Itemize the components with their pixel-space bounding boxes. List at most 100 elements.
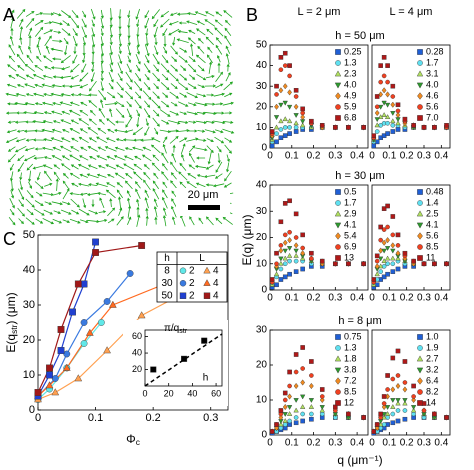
marker xyxy=(278,414,284,421)
marker xyxy=(374,122,380,128)
marker xyxy=(269,129,275,134)
marker xyxy=(293,252,299,258)
legend-label: 0.5 xyxy=(344,186,357,196)
marker xyxy=(286,246,293,251)
axis-label-part: c xyxy=(136,437,140,447)
legend-marker xyxy=(417,334,423,340)
y-tick-label: 40 xyxy=(256,60,268,71)
marker xyxy=(374,104,380,110)
marker xyxy=(378,104,384,110)
marker xyxy=(274,103,279,110)
fit-line xyxy=(144,333,223,387)
marker xyxy=(378,79,383,85)
marker xyxy=(293,88,299,93)
marker xyxy=(286,118,293,124)
marker xyxy=(378,237,383,243)
marker xyxy=(395,373,401,378)
marker xyxy=(69,308,76,316)
marker xyxy=(385,373,390,378)
y-tick-label: 30 xyxy=(256,81,268,92)
marker xyxy=(293,125,299,130)
marker xyxy=(384,411,391,416)
y-tick-label: 20 xyxy=(256,101,268,112)
legend-marker xyxy=(416,222,424,229)
scale-bar xyxy=(188,205,220,210)
legend-table-cell: 2 xyxy=(189,278,195,289)
marker xyxy=(374,263,380,270)
marker xyxy=(346,261,351,267)
marker xyxy=(378,269,383,274)
marker xyxy=(300,250,306,257)
marker xyxy=(444,261,449,267)
x-tick-label: 0.1 xyxy=(382,293,396,304)
marker xyxy=(390,398,396,403)
legend-marker xyxy=(417,115,423,121)
legend-label: 5.6 xyxy=(426,101,439,111)
marker xyxy=(402,250,408,256)
panel-label: A xyxy=(3,5,15,25)
inset-bg xyxy=(123,320,228,406)
legend-table-cell: 4 xyxy=(213,278,219,289)
marker xyxy=(293,103,299,110)
panel-label: B xyxy=(246,5,258,25)
marker xyxy=(293,398,299,403)
row-header: h = 30 μm xyxy=(335,170,384,182)
marker xyxy=(293,382,299,390)
marker xyxy=(381,401,387,406)
y-tick-label: 30 xyxy=(256,325,268,336)
legend-marker xyxy=(335,49,341,55)
marker xyxy=(278,87,284,94)
marker xyxy=(282,390,288,396)
marker xyxy=(378,224,383,230)
marker xyxy=(300,110,305,116)
marker xyxy=(287,237,292,244)
axis-label-part: π/q xyxy=(164,323,179,334)
marker xyxy=(384,246,391,251)
marker xyxy=(287,258,292,264)
y-tick-label: 10 xyxy=(23,369,35,381)
marker xyxy=(378,247,384,254)
legend-label: 2.3 xyxy=(344,68,357,78)
marker xyxy=(293,94,299,99)
legend-label: 6.9 xyxy=(344,241,357,251)
marker xyxy=(381,394,387,399)
marker xyxy=(432,125,437,130)
y-tick-label: 20 xyxy=(256,232,268,243)
marker xyxy=(346,125,351,130)
row-header: h = 50 μm xyxy=(335,30,384,42)
marker xyxy=(402,380,408,385)
marker xyxy=(278,118,284,124)
legend-label: 0.28 xyxy=(426,46,444,56)
marker xyxy=(385,237,390,244)
x-tick-label: 0.4 xyxy=(350,151,364,162)
scale-bar-label: 20 μm xyxy=(188,189,219,201)
marker xyxy=(274,282,279,288)
x-tick-label: 0.4 xyxy=(434,151,448,162)
flow-arrows xyxy=(5,8,235,227)
marker xyxy=(374,258,380,264)
marker xyxy=(282,125,288,130)
marker xyxy=(137,311,146,319)
marker xyxy=(390,94,396,99)
marker xyxy=(444,415,449,420)
marker xyxy=(126,270,134,277)
marker xyxy=(384,405,391,410)
legend-label: 4.6 xyxy=(426,90,439,100)
plot-frame xyxy=(371,184,451,291)
x-tick-label: 0.2 xyxy=(400,151,414,162)
x-tick-label: 0.3 xyxy=(328,438,342,449)
marker xyxy=(62,363,71,371)
legend-marker xyxy=(416,367,424,374)
x-tick-label: 0 xyxy=(369,438,375,449)
legend-table-header: h xyxy=(164,253,170,264)
legend-label: 1.7 xyxy=(426,57,439,67)
y-tick-label: 10 xyxy=(256,122,268,133)
marker xyxy=(309,118,314,124)
axis-label: E(qstr) (μm) xyxy=(4,292,19,352)
marker xyxy=(278,421,284,427)
marker xyxy=(300,122,306,128)
marker xyxy=(381,206,387,211)
legend-table-cell: 2 xyxy=(189,265,195,276)
marker xyxy=(92,249,99,256)
marker xyxy=(269,429,275,434)
